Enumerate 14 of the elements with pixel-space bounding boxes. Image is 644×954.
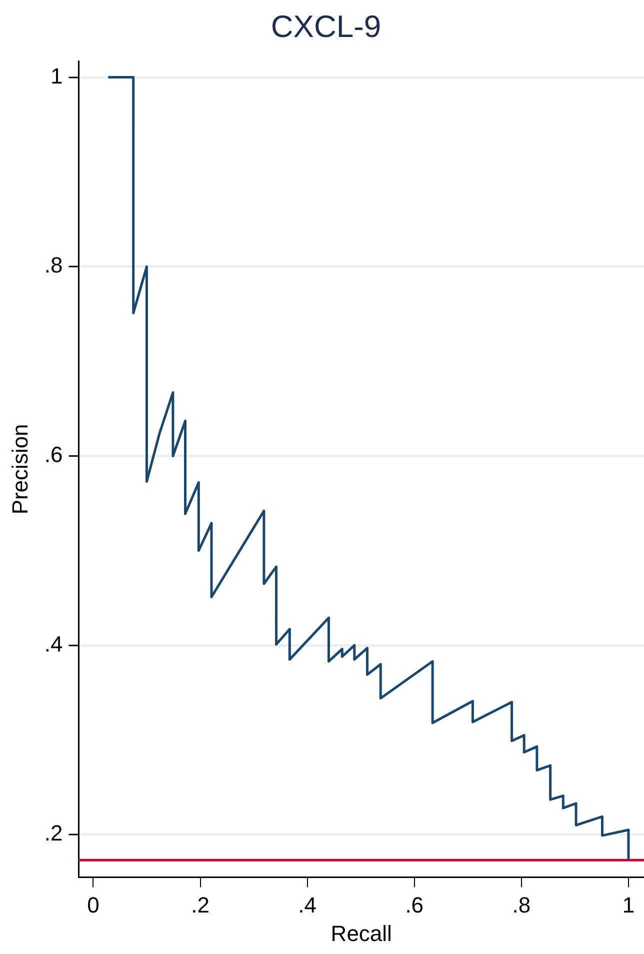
y-tick-label: .4 <box>44 631 63 656</box>
x-tick-label: .2 <box>191 892 210 918</box>
x-axis-title: Recall <box>330 920 392 946</box>
chart-title: CXCL-9 <box>270 9 382 44</box>
y-tick-label: .8 <box>44 252 63 278</box>
x-tick-label: .8 <box>512 892 531 918</box>
y-tick-label: .6 <box>44 442 63 468</box>
y-tick-label: .2 <box>44 820 63 846</box>
x-tick-label: .4 <box>298 892 316 918</box>
x-tick-label: .6 <box>405 892 424 918</box>
x-tick-label: 1 <box>622 892 635 918</box>
y-axis-title: Precision <box>7 424 32 514</box>
y-tick-label: 1 <box>50 63 63 88</box>
x-tick-label: 0 <box>87 892 100 918</box>
